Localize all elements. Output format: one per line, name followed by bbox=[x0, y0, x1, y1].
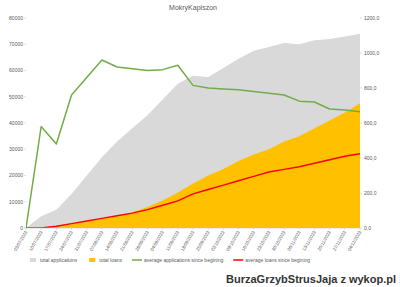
watermark: BurzaGrzybStrusJaja z wykop.pl bbox=[226, 273, 396, 285]
x-tick-label: 30/10/2023 bbox=[271, 230, 287, 252]
x-tick bbox=[314, 228, 315, 230]
y2-tick-label: 1000,0 bbox=[364, 50, 380, 56]
x-tick-label: 24/07/2023 bbox=[58, 230, 74, 252]
legend-label: average loans since begining bbox=[245, 257, 310, 263]
x-tick-label: 06/11/2023 bbox=[286, 230, 302, 252]
x-tick bbox=[162, 228, 163, 230]
y-tick-label: 30000 bbox=[9, 146, 23, 152]
x-tick-label: 31/07/2023 bbox=[73, 230, 89, 252]
x-tick bbox=[26, 228, 27, 230]
x-tick-label: 04/12/2023 bbox=[347, 230, 363, 252]
y-tick-label: 20000 bbox=[9, 172, 23, 178]
y-tick bbox=[24, 123, 26, 124]
x-tick-label: 25/09/2023 bbox=[195, 230, 211, 252]
x-tick bbox=[253, 228, 254, 230]
y2-tick bbox=[360, 18, 362, 19]
x-tick-label: 23/10/2023 bbox=[256, 230, 272, 252]
x-tick-label: 02/10/2023 bbox=[210, 230, 226, 252]
y2-tick bbox=[360, 228, 362, 229]
x-tick bbox=[223, 228, 224, 230]
x-tick bbox=[177, 228, 178, 230]
x-tick-label: 20/11/2023 bbox=[317, 230, 333, 252]
x-tick-label: 18/09/2023 bbox=[180, 230, 196, 252]
x-tick bbox=[56, 228, 57, 230]
x-tick bbox=[284, 228, 285, 230]
y-tick-label: 70000 bbox=[9, 41, 23, 47]
y2-tick bbox=[360, 193, 362, 194]
x-tick bbox=[193, 228, 194, 230]
x-tick-label: 21/08/2023 bbox=[119, 230, 135, 252]
x-tick bbox=[132, 228, 133, 230]
y-tick bbox=[24, 96, 26, 97]
x-tick bbox=[117, 228, 118, 230]
chart: MokryKapiszon 0 10000 20000 30000 40000 50000 6… bbox=[0, 0, 400, 287]
legend-swatch bbox=[233, 259, 243, 261]
background bbox=[0, 0, 400, 287]
x-tick-label: 16/10/2023 bbox=[240, 230, 256, 252]
area bbox=[26, 34, 360, 228]
x-tick bbox=[268, 228, 269, 230]
x-tick bbox=[86, 228, 87, 230]
y-tick bbox=[24, 18, 26, 19]
x-tick bbox=[101, 228, 102, 230]
line bbox=[26, 60, 360, 228]
y-tick-label: 40000 bbox=[9, 120, 23, 126]
y-tick-label: 60000 bbox=[9, 67, 23, 73]
title: MokryKapiszon bbox=[169, 4, 217, 12]
x-tick-label: 14/08/2023 bbox=[104, 230, 120, 252]
y-tick bbox=[24, 175, 26, 176]
y-tick bbox=[24, 70, 26, 71]
legend: total applications total loans average app… bbox=[30, 257, 310, 263]
legend-swatch bbox=[89, 258, 95, 262]
x-tick bbox=[41, 228, 42, 230]
y-tick bbox=[24, 44, 26, 45]
x-tick bbox=[71, 228, 72, 230]
y2-tick-label: 200,0 bbox=[364, 190, 377, 196]
area bbox=[26, 103, 360, 228]
legend-swatch bbox=[30, 258, 36, 262]
y-tick-label: 80000 bbox=[9, 15, 23, 21]
x-tick-label: 28/08/2023 bbox=[134, 230, 150, 252]
x-tick-label: 11/09/2023 bbox=[165, 230, 181, 252]
line bbox=[26, 154, 360, 228]
x-tick bbox=[329, 228, 330, 230]
x-tick-label: 07/08/2023 bbox=[89, 230, 105, 252]
x-tick bbox=[360, 228, 361, 230]
y-tick-label: 10000 bbox=[9, 199, 23, 205]
legend-swatch bbox=[132, 259, 142, 261]
x-tick-label: 10/07/2023 bbox=[28, 230, 44, 252]
y2-tick bbox=[360, 123, 362, 124]
x-tick bbox=[299, 228, 300, 230]
x-tick-label: 04/09/2023 bbox=[149, 230, 165, 252]
x-tick-label: 27/11/2023 bbox=[332, 230, 348, 252]
y-tick bbox=[24, 201, 26, 202]
y-tick bbox=[24, 228, 26, 229]
legend-label: total loans bbox=[99, 257, 122, 263]
y2-tick bbox=[360, 158, 362, 159]
y-tick-label: 0 bbox=[20, 225, 23, 231]
watermark-bg bbox=[200, 270, 400, 287]
x-tick-label: 17/07/2023 bbox=[43, 230, 59, 252]
y2-tick-label: 1200,0 bbox=[364, 15, 380, 21]
legend-label: total applications bbox=[40, 257, 78, 263]
y2-tick-label: 800,0 bbox=[364, 85, 377, 91]
y-tick bbox=[24, 149, 26, 150]
x-tick-label: 03/07/2023 bbox=[13, 230, 29, 252]
y2-tick bbox=[360, 88, 362, 89]
legend-label: average applications since begining bbox=[144, 257, 223, 263]
x-tick bbox=[208, 228, 209, 230]
y2-tick bbox=[360, 53, 362, 54]
x-tick-label: 13/11/2023 bbox=[301, 230, 317, 252]
y2-tick-label: 0,0 bbox=[364, 225, 371, 231]
x-tick bbox=[238, 228, 239, 230]
y2-tick-label: 600,0 bbox=[364, 120, 377, 126]
plot-marks bbox=[26, 34, 360, 228]
x-tick bbox=[147, 228, 148, 230]
y2-tick-label: 400,0 bbox=[364, 155, 377, 161]
y-tick-label: 50000 bbox=[9, 94, 23, 100]
x-tick bbox=[344, 228, 345, 230]
x-tick-label: 09/10/2023 bbox=[225, 230, 241, 252]
